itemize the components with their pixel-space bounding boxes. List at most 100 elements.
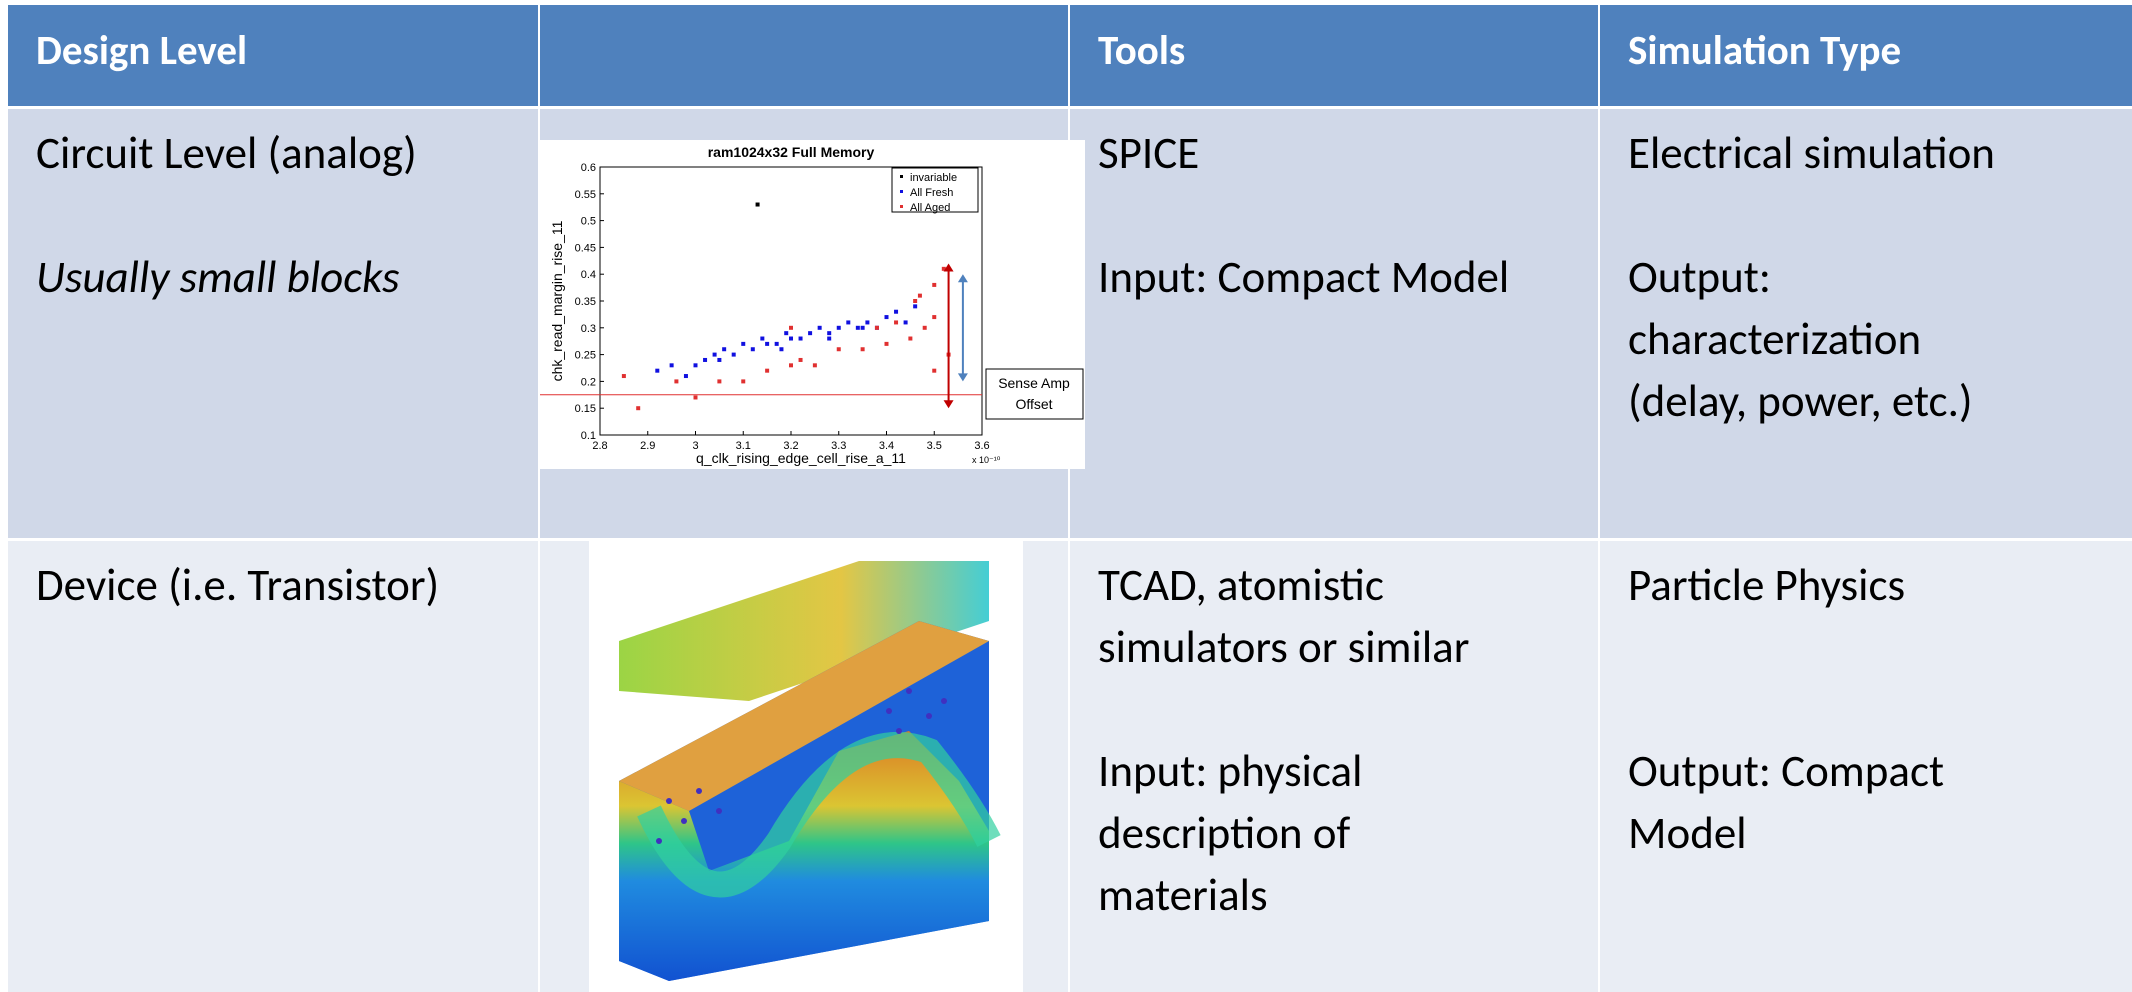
scatter-point [741, 342, 745, 346]
y-tick-label: 0.6 [581, 162, 596, 174]
scatter-point [789, 337, 793, 341]
paragraph: Particle Physics [1628, 555, 2132, 617]
text-line: materials [1098, 865, 1598, 927]
scatter-point [813, 363, 817, 367]
scatter-point [703, 358, 707, 362]
scatter-point [732, 353, 736, 357]
scatter-point [717, 379, 721, 383]
scatter-point [856, 326, 860, 330]
paragraph: SPICE [1098, 123, 1598, 185]
scatter-point [799, 337, 803, 341]
x-tick-label: 3.5 [927, 440, 942, 452]
scatter-point [684, 374, 688, 378]
scatter-point [861, 347, 865, 351]
legend-marker [900, 205, 903, 208]
scatter-point [717, 358, 721, 362]
scatter-point [674, 379, 678, 383]
scatter-point [837, 326, 841, 330]
text-line: Particle Physics [1628, 555, 2132, 617]
paragraph: Circuit Level (analog) [36, 123, 538, 185]
scatter-point [913, 299, 917, 303]
plot-title: ram1024x32 Full Memory [708, 144, 875, 160]
y-tick-label: 0.25 [575, 350, 596, 362]
table-cell: SPICE Input: Compact Model [1070, 109, 1598, 538]
scatter-point [789, 363, 793, 367]
y-tick-label: 0.45 [575, 242, 596, 254]
paragraph: Device (i.e. Transistor) [36, 555, 538, 617]
text-line: TCAD, atomistic [1098, 555, 1598, 617]
text-line: Output: Compact [1628, 741, 2132, 803]
y-tick-label: 0.35 [575, 296, 596, 308]
scatter-point [918, 294, 922, 298]
text-line: characterization [1628, 309, 2132, 371]
scatter-point [827, 337, 831, 341]
header-cell: Design Level [8, 5, 538, 106]
y-tick-label: 0.3 [581, 323, 596, 335]
text-line: Model [1628, 803, 2132, 865]
header-cell: Tools [1070, 5, 1598, 106]
scatter-point [694, 395, 698, 399]
scatter-point [722, 347, 726, 351]
scatter-point [799, 358, 803, 362]
device-image [589, 541, 1023, 992]
y-tick-label: 0.1 [581, 430, 596, 442]
header-cell: Simulation Type [1600, 5, 2132, 106]
text-line: Device (i.e. Transistor) [36, 555, 538, 617]
legend-marker [900, 190, 903, 193]
scatter-point [885, 342, 889, 346]
x-tick-label: 2.9 [640, 440, 655, 452]
text-line: Output: [1628, 247, 2132, 309]
slide: Particle PhysicsOutput: CompactModelTCAD… [0, 0, 2132, 992]
scatter-point [904, 320, 908, 324]
text-line: Input: physical [1098, 741, 1598, 803]
scatter-point [894, 320, 898, 324]
paragraph: Usually small blocks [36, 247, 538, 309]
text-line: Circuit Level (analog) [36, 123, 538, 185]
text-line: Electrical simulation [1628, 123, 2132, 185]
text-line: Usually small blocks [36, 247, 538, 309]
scatter-point [894, 310, 898, 314]
scatter-point [765, 342, 769, 346]
scatter-point [741, 379, 745, 383]
scatter-point [760, 337, 764, 341]
scatter-point [808, 331, 812, 335]
scatter-point [756, 203, 760, 207]
legend-label: invariable [910, 172, 957, 184]
annotation-text: Sense Amp [998, 375, 1070, 391]
scatter-point [846, 320, 850, 324]
scatter-point [932, 369, 936, 373]
scatter-point [913, 304, 917, 308]
text-line: description of [1098, 803, 1598, 865]
text-line: SPICE [1098, 123, 1598, 185]
y-tick-label: 0.2 [581, 376, 596, 388]
scatter-point [655, 369, 659, 373]
legend-label: All Fresh [910, 187, 953, 199]
paragraph: Electrical simulation [1628, 123, 2132, 185]
scatter-point [789, 326, 793, 330]
scatter-point [875, 326, 879, 330]
scatter-point [775, 342, 779, 346]
x-tick-label: 3.6 [974, 440, 989, 452]
table-cell: Electrical simulation Output:characteriza… [1600, 109, 2132, 538]
paragraph: Input: physicaldescription ofmaterials [1098, 741, 1598, 927]
scatter-point [837, 347, 841, 351]
scatter-point [636, 406, 640, 410]
scatter-point [622, 374, 626, 378]
x-axis-label: q_clk_rising_edge_cell_rise_a_11 [696, 450, 906, 466]
scatter-point [932, 283, 936, 287]
scatter-point [784, 331, 788, 335]
header-cell [540, 5, 1068, 106]
scatter-point [908, 337, 912, 341]
scatter-point [865, 320, 869, 324]
scatter-point [694, 363, 698, 367]
y-tick-label: 0.5 [581, 216, 596, 228]
y-axis-label: chk_read_margin_rise_11 [549, 220, 565, 381]
text-line: Input: Compact Model [1098, 247, 1598, 309]
scatter-point [861, 326, 865, 330]
scatter-point [751, 347, 755, 351]
